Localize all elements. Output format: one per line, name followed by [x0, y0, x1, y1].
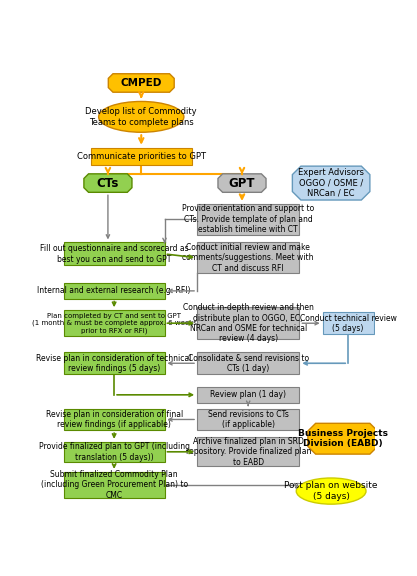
- Polygon shape: [292, 166, 370, 200]
- Text: Review plan (1 day): Review plan (1 day): [210, 391, 286, 399]
- Text: Business Projects
Division (EABD): Business Projects Division (EABD): [298, 429, 388, 449]
- Ellipse shape: [296, 478, 366, 504]
- FancyBboxPatch shape: [197, 353, 299, 374]
- FancyBboxPatch shape: [64, 283, 164, 298]
- Text: Expert Advisors
OGGO / OSME /
NRCan / EC: Expert Advisors OGGO / OSME / NRCan / EC: [298, 168, 364, 198]
- Text: Conduct in-depth review and then
distribute plan to OGGO, EC,
NRCan and OSME for: Conduct in-depth review and then distrib…: [183, 303, 314, 343]
- FancyBboxPatch shape: [64, 409, 164, 430]
- Text: Provide finalized plan to GPT (including
translation (5 days)): Provide finalized plan to GPT (including…: [39, 442, 190, 461]
- Polygon shape: [218, 174, 266, 192]
- FancyBboxPatch shape: [64, 442, 164, 462]
- FancyBboxPatch shape: [197, 242, 299, 273]
- Text: Revise plan in consideration of technical
review findings (5 days): Revise plan in consideration of technica…: [36, 354, 192, 373]
- Text: Communicate priorities to GPT: Communicate priorities to GPT: [77, 151, 206, 161]
- FancyBboxPatch shape: [64, 310, 164, 336]
- Text: Internal and external research (e.g. RFI): Internal and external research (e.g. RFI…: [38, 286, 191, 295]
- Ellipse shape: [99, 101, 184, 132]
- FancyBboxPatch shape: [197, 387, 299, 403]
- Text: Conduct technical review
(5 days): Conduct technical review (5 days): [300, 313, 397, 333]
- Text: CMPED: CMPED: [121, 78, 162, 88]
- Text: Revise plan in consideration of final
review findings (if applicable): Revise plan in consideration of final re…: [45, 410, 183, 429]
- FancyBboxPatch shape: [197, 409, 299, 430]
- FancyBboxPatch shape: [91, 147, 192, 165]
- Text: Post plan on website
(5 days): Post plan on website (5 days): [284, 482, 378, 501]
- Polygon shape: [84, 174, 132, 192]
- Text: Fill out questionnaire and scorecard as
best you can and send to GPT: Fill out questionnaire and scorecard as …: [40, 244, 188, 264]
- FancyBboxPatch shape: [197, 307, 299, 339]
- FancyBboxPatch shape: [197, 204, 299, 234]
- FancyBboxPatch shape: [323, 312, 374, 334]
- Text: Consolidate & send revisions to
CTs (1 day): Consolidate & send revisions to CTs (1 d…: [188, 354, 309, 373]
- Text: Conduct initial review and make
comments/suggestions. Meet with
CT and discuss R: Conduct initial review and make comments…: [183, 243, 314, 272]
- FancyBboxPatch shape: [197, 437, 299, 467]
- FancyBboxPatch shape: [64, 472, 164, 498]
- FancyBboxPatch shape: [64, 353, 164, 374]
- Text: Send revisions to CTs
(if applicable): Send revisions to CTs (if applicable): [208, 410, 289, 429]
- Polygon shape: [308, 423, 378, 454]
- Text: Provide orientation and support to
CTs. Provide template of plan and
establish t: Provide orientation and support to CTs. …: [182, 204, 314, 234]
- FancyBboxPatch shape: [64, 242, 164, 266]
- Text: CTs: CTs: [97, 177, 119, 190]
- Text: Archive finalized plan in SRD
repository. Provide finalized plan
to EABD: Archive finalized plan in SRD repository…: [186, 437, 311, 467]
- Text: Plan completed by CT and sent to GPT
(1 month & must be complete approx. 6 weeks: Plan completed by CT and sent to GPT (1 …: [32, 313, 196, 334]
- Text: Submit finalized Commodity Plan
(including Green Procurement Plan) to
CMC: Submit finalized Commodity Plan (includi…: [40, 470, 188, 500]
- Text: Develop list of Commodity
Teams to complete plans: Develop list of Commodity Teams to compl…: [85, 107, 197, 127]
- Polygon shape: [108, 74, 174, 92]
- Text: GPT: GPT: [229, 177, 255, 190]
